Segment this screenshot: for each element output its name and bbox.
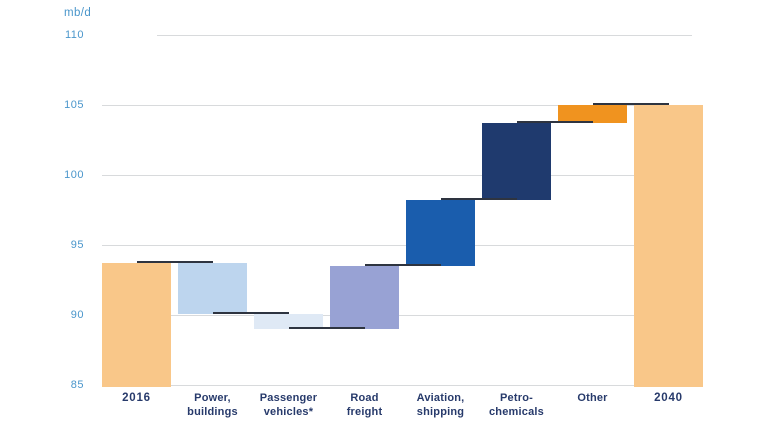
gridline-95 <box>102 245 692 246</box>
bar-power-buildings <box>178 263 247 314</box>
category-label-2016: 2016 <box>122 392 151 404</box>
connector-line-passenger-vehicles <box>288 327 365 329</box>
bar-passenger-vehicles <box>254 313 323 329</box>
gridline-85 <box>102 385 692 386</box>
y-tick-label-100: 100 <box>64 169 84 181</box>
bar-petro-chemicals <box>482 123 551 201</box>
y-tick-label-110: 110 <box>64 29 84 41</box>
connector-line-petro-chemicals <box>516 121 593 124</box>
category-label-power-buildings: Power, buildings <box>187 392 238 418</box>
gridline-100 <box>102 175 692 176</box>
connector-line-aviation-shipping <box>440 198 517 201</box>
y-tick-label-95: 95 <box>70 239 84 251</box>
category-label-aviation-shipping: Aviation, shipping <box>416 392 465 418</box>
bar-2040 <box>634 105 703 387</box>
category-label-2040: 2040 <box>654 392 683 404</box>
bar-other <box>558 105 627 124</box>
bar-2016 <box>102 263 171 387</box>
y-axis-unit-label: mb/d <box>64 7 92 19</box>
connector-line-other <box>592 103 669 105</box>
y-tick-label-85: 85 <box>70 379 84 391</box>
connector-line-power-buildings <box>212 311 289 314</box>
bar-road-freight <box>330 266 399 329</box>
category-label-other: Other <box>577 392 608 404</box>
connector-line-road-freight <box>364 264 441 266</box>
y-tick-label-90: 90 <box>70 309 84 321</box>
y-tick-label-105: 105 <box>64 99 84 111</box>
gridline-110 <box>157 35 692 36</box>
category-label-petro-chemicals: Petro-chemicals <box>488 392 544 418</box>
connector-line-2016 <box>136 261 213 264</box>
category-label-road-freight: Road freight <box>346 392 383 418</box>
category-label-passenger-vehicles: Passenger vehicles* <box>259 392 318 418</box>
bar-aviation-shipping <box>406 200 475 266</box>
gridline-105 <box>102 105 692 106</box>
